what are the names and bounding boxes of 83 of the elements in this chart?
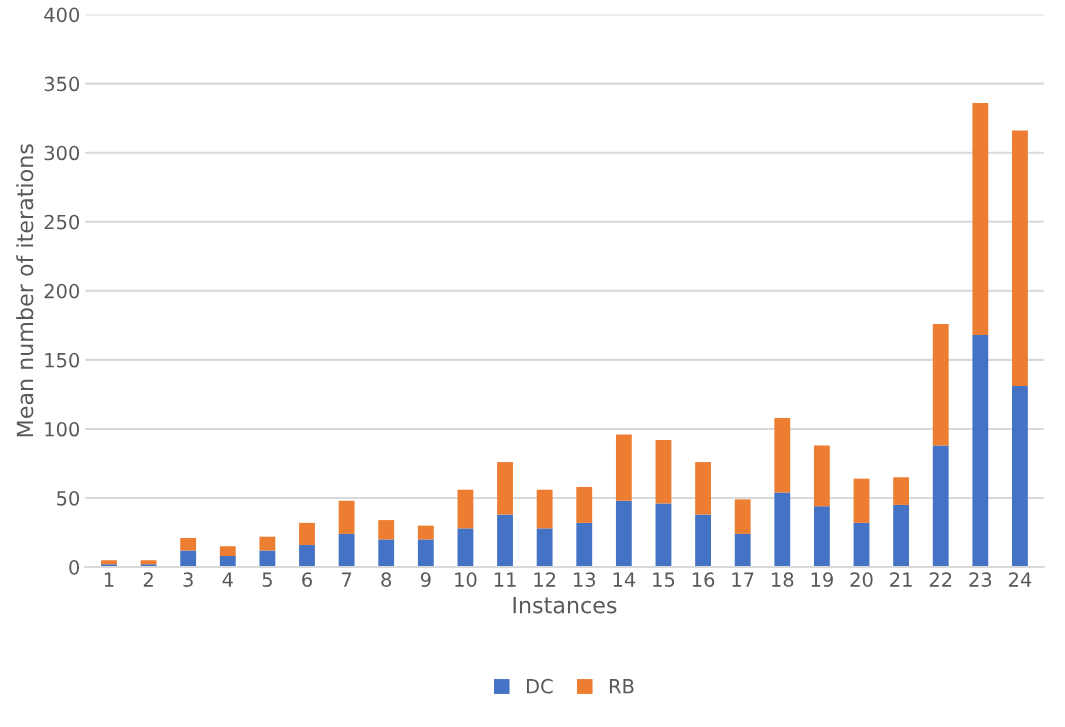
x-tick-label: 4 [222,572,233,587]
x-tick-label: 9 [420,572,431,587]
x-axis-title: Instances [513,596,617,614]
y-tick-label: 300 [44,145,80,161]
bar [180,550,197,568]
bar [378,539,395,568]
bar [615,500,632,568]
x-tick-label: 13 [574,572,596,587]
bar [457,528,474,568]
y-tick-label: 100 [45,421,80,437]
y-tick-label: 0 [69,560,80,575]
bar [1012,130,1028,387]
bar [813,506,830,568]
x-tick-label: 8 [381,572,392,587]
y-tick-label: 50 [57,490,80,506]
bar [299,522,315,545]
y-tick-label: 150 [45,352,80,368]
y-axis-title: Mean number of iterations [16,144,34,437]
bar [180,538,197,551]
y-tick-label: 400 [44,7,80,23]
bar [536,489,553,529]
bar [972,102,989,335]
bar [338,533,355,568]
bar [655,439,672,504]
x-tick-label: 17 [732,572,754,587]
bar [299,544,315,568]
bar [853,478,870,523]
x-tick-label: 14 [613,572,636,587]
x-tick-label: 21 [890,572,912,587]
bar [615,434,632,501]
x-tick-label: 23 [969,572,992,587]
bar [140,560,157,565]
x-tick-label: 12 [534,572,556,587]
legend-label: DC [526,678,553,694]
y-tick-label: 200 [44,283,80,299]
x-tick-label: 16 [692,572,715,587]
bar [655,503,672,568]
legend-label: RB [609,679,634,694]
x-tick-label: 20 [850,572,873,587]
x-tick-label: 2 [143,572,153,587]
bar [774,417,791,493]
bar [497,462,513,515]
bar [259,550,276,568]
bar [774,492,791,568]
bar [695,514,711,568]
bar [219,556,236,568]
bar [932,323,949,446]
bar [536,528,553,568]
y-tick-label: 350 [44,76,80,92]
bar [457,489,474,529]
bar [734,499,751,534]
y-tick-label: 250 [44,214,80,230]
x-tick-label: 1 [104,572,114,587]
bar [893,504,910,568]
x-tick-label: 15 [653,572,675,587]
bar [497,514,513,568]
bar [378,520,395,540]
bar [1012,386,1028,568]
bar [338,500,355,534]
bar [101,560,117,565]
x-tick-label: 11 [494,572,516,587]
bar [813,445,830,507]
bar [259,536,276,551]
bar [576,486,593,523]
x-tick-label: 7 [342,572,352,587]
bar [853,522,870,568]
bar [734,533,751,568]
bar [893,477,910,505]
x-tick-label: 6 [302,572,312,587]
bar [576,522,593,568]
bar [695,462,711,515]
x-tick-label: 18 [772,572,794,587]
x-tick-label: 22 [929,572,952,587]
x-tick-label: 24 [1008,572,1032,587]
x-tick-label: 19 [811,572,833,587]
x-tick-label: 10 [455,572,477,587]
bar [972,335,989,568]
bar [417,525,434,540]
bar [219,546,236,557]
bar [932,445,949,568]
bar [417,539,434,568]
x-tick-label: 3 [183,572,193,587]
x-tick-label: 5 [262,572,272,587]
